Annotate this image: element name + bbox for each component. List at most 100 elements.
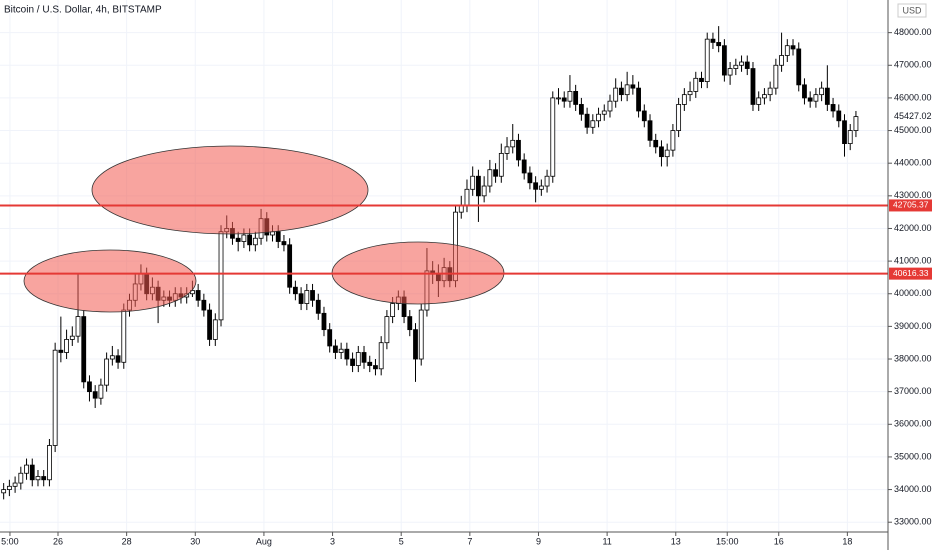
y-tick-label: 47000.00 [894, 60, 932, 70]
y-tick-label: 35000.00 [894, 451, 932, 461]
candle-body [104, 358, 110, 386]
candle-body [733, 64, 739, 69]
candle-body [779, 55, 784, 66]
candle-body [693, 77, 699, 92]
candle-body [578, 104, 584, 115]
y-tick-label: 45000.00 [894, 125, 932, 135]
candle-body [470, 175, 476, 190]
x-tick-label: 28 [122, 536, 132, 546]
price-tag-label: 42705.37 [893, 200, 929, 210]
candle-body [538, 185, 544, 190]
candle-body [853, 116, 859, 131]
x-tick-label: 18 [842, 536, 852, 546]
y-tick-label: 34000.00 [894, 484, 932, 494]
candle-body [824, 87, 830, 105]
candle-body [115, 355, 121, 363]
candle-body [18, 472, 24, 484]
candle-body [327, 329, 333, 347]
candle-body [47, 445, 52, 481]
candle-body [355, 352, 361, 366]
candle-body [544, 175, 550, 187]
candle-body [493, 169, 498, 177]
candle-body [69, 335, 75, 340]
candle-body [6, 485, 12, 490]
candle-body [647, 120, 653, 141]
candle-body [619, 87, 624, 96]
candle-body [687, 90, 693, 96]
x-tick-label: 11 [602, 536, 611, 546]
candle-body [121, 309, 127, 363]
candle-body [796, 48, 802, 86]
candle-body [281, 241, 287, 246]
candle-body [287, 244, 293, 288]
y-tick-label: 42000.00 [894, 223, 932, 233]
candle-body [613, 87, 619, 102]
candle-body [767, 87, 773, 96]
candle-body [384, 316, 390, 344]
candle-body [704, 38, 710, 82]
candle-body [304, 290, 310, 304]
candle-body [641, 110, 647, 122]
candle-body [315, 299, 321, 314]
x-tick-label: 16 [774, 536, 784, 546]
candle-body [630, 84, 636, 89]
zone [91, 145, 369, 235]
unit-box [897, 3, 927, 18]
candle-body [201, 299, 207, 311]
candle-body [624, 84, 630, 96]
candle-body [670, 130, 676, 151]
candle-body [321, 312, 327, 331]
candle-body [64, 339, 69, 353]
candle-body [407, 316, 413, 331]
y-tick-label: 33000.00 [894, 517, 932, 527]
chart-title: Bitcoin / U.S. Dollar, 4h, BITSTAMP [4, 5, 162, 16]
candle-body [12, 482, 18, 487]
y-tick-label: 39000.00 [894, 321, 932, 331]
y-tick-label: 40000.00 [894, 288, 932, 298]
candle-body [252, 237, 258, 246]
candle-body [458, 205, 464, 213]
candle-body [836, 110, 842, 122]
candle-body [521, 159, 527, 174]
y-tick-label: 43000.00 [894, 190, 932, 200]
y-tick-label: 46000.00 [894, 92, 932, 102]
x-tick-label: 3 [330, 536, 335, 546]
x-tick-label: 5 [399, 536, 404, 546]
candle-body [35, 476, 41, 481]
candle-body [298, 293, 304, 304]
candle-body [533, 182, 539, 190]
candle-body [464, 188, 470, 207]
candle-body [802, 84, 807, 99]
candle-body [813, 94, 819, 102]
candle-body [413, 329, 418, 360]
y-tick-label: 41000.00 [894, 255, 932, 265]
candle-body [699, 77, 704, 82]
candle-body [109, 355, 115, 360]
candle-body [739, 61, 744, 66]
candle-body [561, 97, 567, 102]
candle-body [361, 352, 367, 363]
candle-body [218, 231, 224, 321]
candle-body [350, 358, 355, 366]
y-tick-label: 48000.00 [894, 27, 932, 37]
candle-body [81, 316, 87, 383]
last-price-label: 45427.02 [894, 111, 932, 121]
candle-body [481, 185, 487, 197]
candle-body [819, 87, 825, 96]
zone [23, 249, 197, 313]
candle-body [498, 152, 504, 177]
candle-body [716, 42, 722, 47]
candle-body [29, 464, 35, 481]
candle-body [676, 104, 682, 131]
candle-body [195, 290, 201, 301]
candle-body [247, 234, 253, 246]
candle-body [373, 365, 378, 370]
candle-body [607, 100, 613, 112]
x-tick-label: 26 [53, 536, 63, 546]
candle-body [727, 68, 733, 76]
candle-body [516, 139, 521, 161]
y-axis-label: USD [902, 5, 922, 15]
price-tag [889, 199, 932, 212]
candle-body [790, 45, 796, 50]
